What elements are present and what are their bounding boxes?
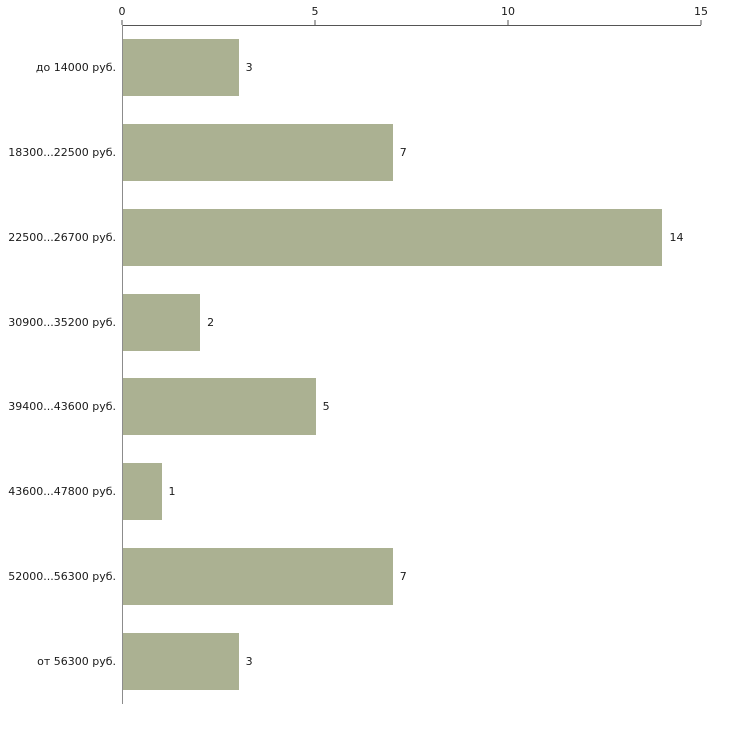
x-axis-tick-mark xyxy=(121,20,123,25)
category-label: 22500...26700 руб. xyxy=(8,230,116,244)
x-axis-tick-mark xyxy=(314,20,316,25)
bar xyxy=(123,123,393,181)
x-axis-tick-label: 5 xyxy=(311,5,319,18)
bar-row: 43600...47800 руб. 1 xyxy=(8,449,701,534)
x-axis-tick-label: 15 xyxy=(694,5,708,18)
x-axis-ticks: 0 5 10 15 xyxy=(118,0,708,25)
category-label: до 14000 руб. xyxy=(35,60,116,74)
x-axis-tick-mark xyxy=(700,20,702,25)
value-label: 7 xyxy=(399,570,407,584)
value-label: 3 xyxy=(245,655,253,669)
category-label: 39400...43600 руб. xyxy=(8,400,116,414)
y-axis-line xyxy=(122,25,123,704)
bar-row: 18300...22500 руб. 7 xyxy=(8,110,701,195)
plot-area: до 14000 руб. 3 18300...22500 руб. 7 22500..… xyxy=(8,25,701,704)
value-label: 7 xyxy=(399,145,407,159)
category-label: 52000...56300 руб. xyxy=(8,570,116,584)
x-axis-line xyxy=(122,25,701,26)
value-label: 5 xyxy=(322,400,330,414)
bar-row: 39400...43600 руб. 5 xyxy=(8,365,701,450)
bar xyxy=(123,548,393,606)
x-axis-tick-label: 0 xyxy=(118,5,126,18)
x-axis-tick-mark xyxy=(507,20,509,25)
bar-row: 22500...26700 руб. 14 xyxy=(8,195,701,280)
category-label: 43600...47800 руб. xyxy=(8,485,116,499)
bar xyxy=(123,293,201,351)
value-label: 14 xyxy=(669,230,684,244)
category-label: 30900...35200 руб. xyxy=(8,315,116,329)
value-label: 1 xyxy=(168,485,176,499)
bar xyxy=(123,38,239,96)
bar-row: до 14000 руб. 3 xyxy=(36,25,701,110)
category-label: от 56300 руб. xyxy=(37,655,116,669)
bar xyxy=(123,378,316,436)
value-label: 3 xyxy=(245,60,253,74)
value-label: 2 xyxy=(207,315,215,329)
bar-row: от 56300 руб. 3 xyxy=(37,619,701,704)
bar-row: 52000...56300 руб. 7 xyxy=(8,534,701,619)
bar xyxy=(123,633,239,691)
bar-row: 30900...35200 руб. 2 xyxy=(8,280,701,365)
x-axis-tick-label: 10 xyxy=(501,5,515,18)
bar xyxy=(123,463,162,521)
category-label: 18300...22500 руб. xyxy=(8,145,116,159)
bar xyxy=(123,208,663,266)
